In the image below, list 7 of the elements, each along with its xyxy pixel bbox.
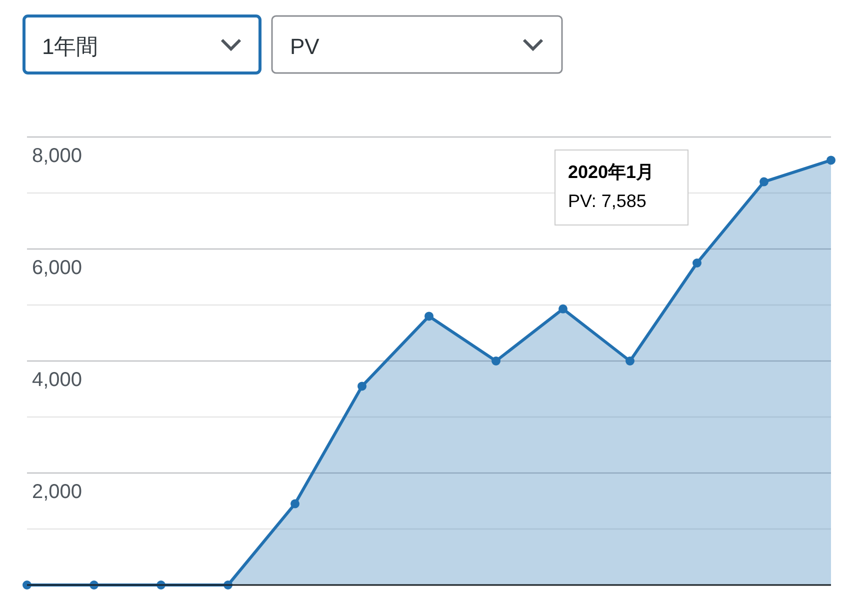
y-tick-label: 2,000 [32,481,82,503]
y-tick-label: 4,000 [32,369,82,391]
text: 1年間 [42,34,98,59]
text: PV [290,34,320,59]
y-tick-label: 6,000 [32,257,82,279]
annotation: 2020年1月 PV: 7,585 [568,162,654,211]
y-tick-label: 8,000 [32,145,82,167]
